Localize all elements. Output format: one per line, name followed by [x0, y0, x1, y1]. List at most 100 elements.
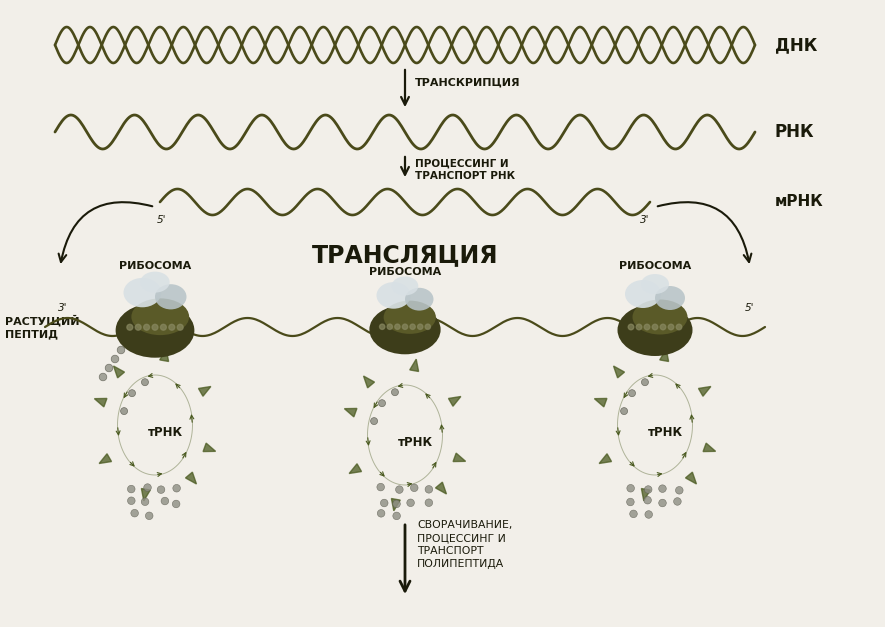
Polygon shape [613, 366, 625, 378]
Polygon shape [350, 464, 362, 473]
Circle shape [676, 324, 681, 330]
Text: ТРАНСЛЯЦИЯ: ТРАНСЛЯЦИЯ [312, 243, 498, 267]
Circle shape [658, 499, 666, 507]
Text: мРНК: мРНК [775, 194, 824, 209]
Ellipse shape [116, 303, 195, 357]
Circle shape [660, 324, 666, 330]
Ellipse shape [383, 300, 436, 334]
Circle shape [127, 324, 133, 330]
Circle shape [620, 408, 627, 414]
Text: тРНК: тРНК [648, 426, 682, 440]
Circle shape [628, 324, 634, 330]
Polygon shape [203, 443, 216, 451]
Ellipse shape [392, 277, 419, 295]
Circle shape [411, 484, 418, 492]
Polygon shape [113, 366, 125, 378]
Circle shape [117, 346, 125, 354]
Circle shape [123, 337, 131, 345]
Text: тРНК: тРНК [148, 426, 182, 440]
Circle shape [131, 509, 138, 517]
Circle shape [127, 485, 135, 493]
Circle shape [129, 328, 137, 336]
Circle shape [668, 324, 673, 330]
Circle shape [675, 487, 683, 494]
Circle shape [627, 485, 635, 492]
Circle shape [377, 510, 385, 517]
Circle shape [425, 324, 430, 329]
Circle shape [152, 324, 158, 330]
Text: РИБОСОМА: РИБОСОМА [119, 261, 191, 271]
Circle shape [636, 324, 642, 330]
Circle shape [425, 499, 433, 507]
Polygon shape [435, 482, 446, 494]
Circle shape [407, 499, 414, 507]
Circle shape [395, 324, 400, 329]
Ellipse shape [655, 286, 685, 310]
Ellipse shape [376, 282, 411, 308]
Ellipse shape [633, 300, 688, 334]
Polygon shape [453, 453, 466, 461]
Polygon shape [449, 396, 461, 406]
Text: 5': 5' [158, 215, 166, 225]
Ellipse shape [155, 284, 187, 309]
Circle shape [377, 483, 384, 491]
Text: РНК: РНК [775, 123, 814, 141]
Circle shape [652, 324, 658, 330]
Circle shape [391, 389, 398, 396]
Circle shape [142, 379, 149, 386]
Circle shape [128, 389, 135, 397]
Text: ТРАНСКРИПЦИЯ: ТРАНСКРИПЦИЯ [415, 78, 520, 88]
Circle shape [673, 498, 681, 505]
Circle shape [658, 485, 666, 492]
Circle shape [644, 324, 650, 330]
Ellipse shape [618, 304, 692, 356]
Circle shape [381, 499, 388, 507]
Circle shape [393, 512, 400, 520]
Text: ДНК: ДНК [775, 36, 818, 54]
Circle shape [143, 324, 150, 330]
Circle shape [105, 364, 112, 372]
Polygon shape [410, 359, 419, 371]
Polygon shape [698, 386, 711, 396]
Circle shape [161, 497, 169, 505]
Circle shape [379, 399, 386, 407]
Polygon shape [703, 443, 716, 451]
Polygon shape [391, 498, 400, 511]
Polygon shape [364, 376, 374, 388]
Ellipse shape [625, 280, 661, 308]
Circle shape [628, 389, 635, 397]
Polygon shape [198, 386, 211, 396]
Circle shape [160, 324, 166, 330]
Polygon shape [95, 398, 107, 407]
Circle shape [643, 497, 651, 504]
Ellipse shape [141, 271, 170, 293]
Ellipse shape [405, 288, 434, 310]
Circle shape [173, 485, 181, 492]
Polygon shape [595, 398, 607, 407]
Circle shape [169, 324, 174, 330]
Circle shape [387, 324, 392, 329]
Circle shape [99, 373, 107, 381]
Circle shape [425, 485, 433, 493]
Circle shape [380, 324, 385, 329]
Ellipse shape [131, 298, 189, 335]
Polygon shape [659, 349, 668, 362]
Circle shape [145, 512, 153, 520]
Ellipse shape [369, 305, 441, 354]
Polygon shape [344, 408, 357, 417]
Text: тРНК: тРНК [397, 436, 433, 450]
Circle shape [135, 324, 141, 330]
Text: 3': 3' [58, 303, 68, 313]
Circle shape [120, 408, 127, 414]
Polygon shape [99, 454, 112, 463]
Ellipse shape [124, 278, 161, 307]
Circle shape [127, 497, 135, 505]
Circle shape [645, 510, 652, 519]
Circle shape [371, 418, 378, 424]
Text: СВОРАЧИВАНИЕ,
ПРОЦЕССИНГ И
ТРАНСПОРТ
ПОЛИПЕПТИДА: СВОРАЧИВАНИЕ, ПРОЦЕССИНГ И ТРАНСПОРТ ПОЛ… [417, 520, 512, 569]
Text: РИБОСОМА: РИБОСОМА [369, 267, 441, 277]
Polygon shape [142, 488, 150, 501]
Circle shape [627, 498, 635, 506]
Circle shape [142, 498, 149, 505]
Circle shape [396, 486, 404, 493]
